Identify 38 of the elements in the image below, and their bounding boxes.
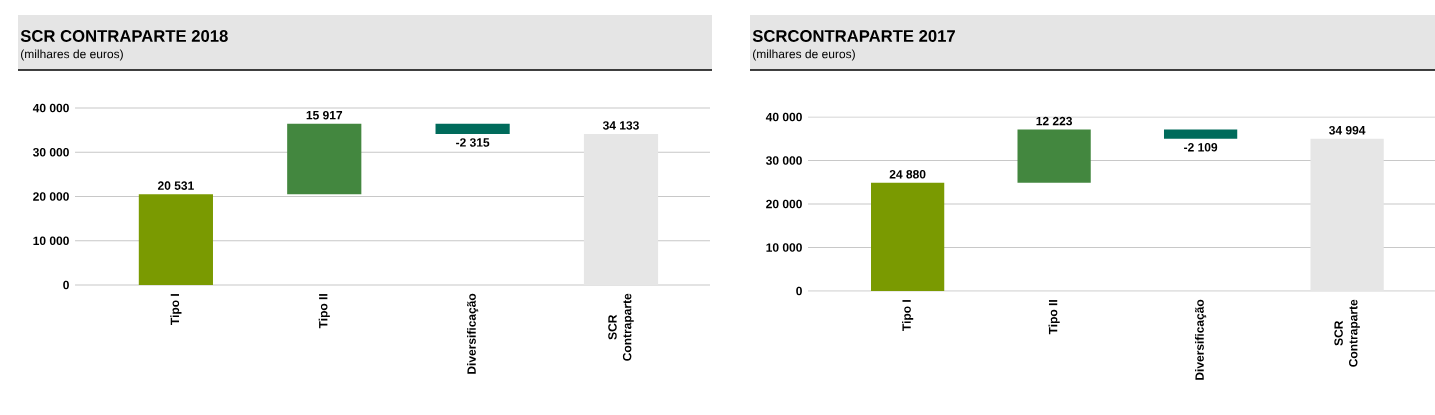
y-tick-label: 0 bbox=[796, 286, 802, 296]
x-tick-label: SCR Contraparte bbox=[608, 293, 634, 361]
x-tick-label: SCR Contraparte bbox=[1334, 299, 1360, 367]
x-tick-label: Tipo I bbox=[902, 300, 914, 331]
chart-subtitle: (milhares de euros) bbox=[21, 49, 123, 61]
x-tick-label: Tipo II bbox=[318, 294, 330, 329]
chart-subtitle: (milhares de euros) bbox=[753, 49, 855, 61]
x-tick-label: Diversificação bbox=[1195, 299, 1207, 380]
y-tick-label: 10 000 bbox=[766, 243, 802, 252]
y-tick-label: 20 000 bbox=[33, 192, 69, 201]
y-tick-label: 40 000 bbox=[32, 103, 69, 113]
data-label: -2 315 bbox=[456, 138, 490, 147]
x-tick-label: Tipo II bbox=[1048, 300, 1060, 335]
x-tick-label: Diversificação bbox=[467, 293, 479, 374]
bar bbox=[435, 123, 510, 134]
bar bbox=[1017, 129, 1091, 183]
data-label: 15 917 bbox=[306, 110, 343, 120]
bar bbox=[1310, 138, 1384, 292]
y-tick-label: 30 000 bbox=[32, 148, 69, 157]
bar bbox=[1163, 129, 1238, 139]
chart-title: SCRCONTRAPARTE 2017 bbox=[752, 30, 955, 42]
y-tick-label: 20 000 bbox=[766, 199, 802, 209]
x-tick-label: Tipo I bbox=[170, 294, 182, 325]
y-tick-label: 0 bbox=[63, 280, 69, 290]
data-label: 34 994 bbox=[1329, 126, 1366, 135]
y-tick-label: 30 000 bbox=[765, 156, 802, 165]
bar bbox=[138, 194, 213, 285]
y-tick-label: 10 000 bbox=[33, 236, 69, 246]
data-label: -2 109 bbox=[1184, 143, 1218, 152]
bar bbox=[287, 123, 362, 195]
data-label: 20 531 bbox=[157, 181, 194, 190]
chart-title: SCR CONTRAPARTE 2018 bbox=[20, 30, 228, 42]
bar bbox=[871, 182, 945, 292]
data-label: 24 880 bbox=[889, 170, 926, 179]
y-tick-label: 40 000 bbox=[765, 112, 802, 122]
data-label: 12 223 bbox=[1036, 116, 1073, 126]
bar bbox=[583, 133, 659, 285]
data-label: 34 133 bbox=[602, 121, 639, 130]
